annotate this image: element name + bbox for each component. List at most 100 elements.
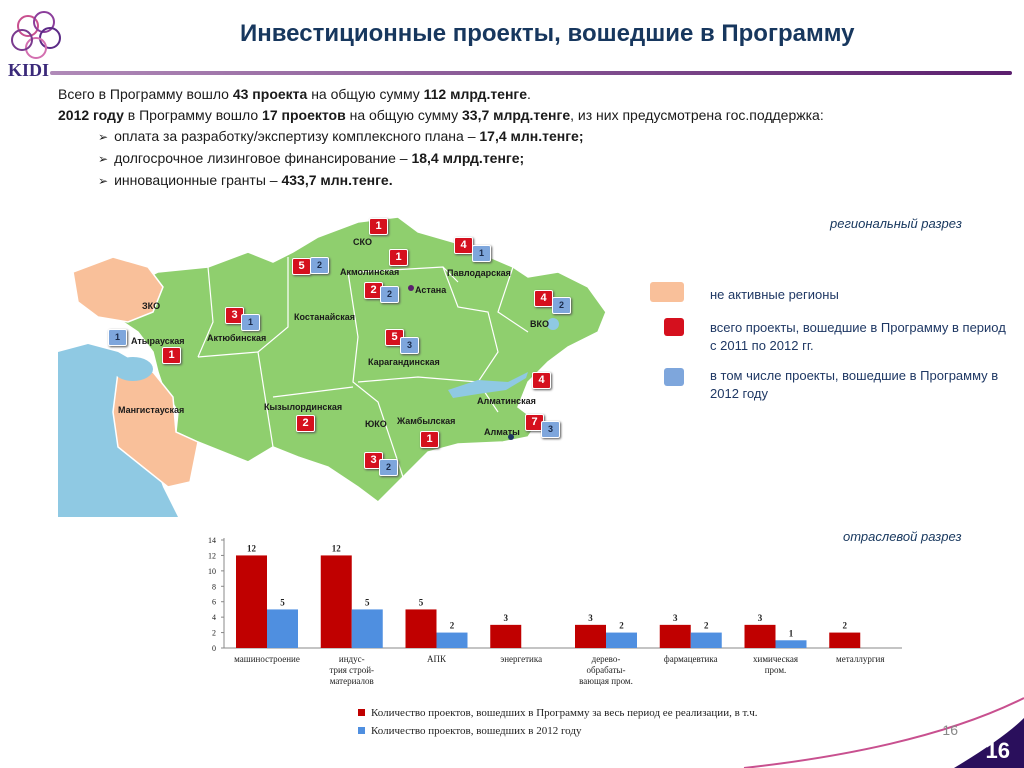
y-tick-label: 4 <box>212 613 216 622</box>
bar-value-label: 12 <box>332 543 342 553</box>
bar-value-label: 5 <box>365 597 370 607</box>
astana-marker <box>408 285 414 291</box>
bar-value-label: 12 <box>247 543 257 553</box>
page-title: Инвестиционные проекты, вошедшие в Прогр… <box>240 20 855 47</box>
x-tick-label: фармацевтика <box>664 654 718 664</box>
badge-total-kyzylordinskaya: 2 <box>296 415 315 432</box>
support-list: оплата за разработку/экспертизу комплекс… <box>58 126 1008 192</box>
region-zko <box>72 256 164 323</box>
bar-value-label: 3 <box>673 613 678 623</box>
y-tick-label: 14 <box>208 536 216 545</box>
bar-2012 <box>436 632 468 648</box>
legend-text-2012: в том числе проекты, вошедшие в Программ… <box>710 368 999 401</box>
x-tick-label: пром. <box>765 665 787 675</box>
almaty-marker <box>508 434 514 440</box>
bar-total <box>659 624 691 648</box>
badge-total-vko: 4 <box>534 290 553 307</box>
chart-legend-2012: Количество проектов, вошедших в 2012 год… <box>358 725 581 737</box>
bar-2012 <box>775 640 807 648</box>
page-number-small: 16 <box>942 722 958 738</box>
bar-total <box>320 555 352 648</box>
label-mangistauskaya: Мангистауская <box>118 405 185 415</box>
badge-total-almaty: 7 <box>525 414 544 431</box>
badge-total-almatinskaya: 4 <box>532 372 551 389</box>
x-tick-label: материалов <box>330 676 374 686</box>
list-item: долгосрочное лизинговое финансирование –… <box>98 148 1008 170</box>
bar-total <box>575 624 606 648</box>
label-pavlodarskaya: Павлодарская <box>447 268 511 278</box>
bar-2012 <box>690 632 722 648</box>
chart-legend-swatch-total <box>358 709 365 716</box>
label-kyzylordinskaya: Кызылординская <box>264 402 343 412</box>
legend-swatch-2012 <box>664 368 684 386</box>
bar-2012 <box>606 632 637 648</box>
bar-value-label: 3 <box>504 613 509 623</box>
badge-total-sko: 1 <box>369 218 388 235</box>
bar-value-label: 2 <box>619 621 624 631</box>
y-tick-label: 2 <box>212 629 216 638</box>
badge-2012-vko: 2 <box>552 297 571 314</box>
lake <box>547 318 559 330</box>
bar-value-label: 3 <box>588 613 593 623</box>
y-tick-label: 10 <box>208 567 216 576</box>
badge-2012-yuko: 2 <box>379 459 398 476</box>
label-zko: ЗКО <box>142 301 161 311</box>
label-almaty: Алматы <box>484 427 520 437</box>
x-tick-label: машиностроение <box>234 654 300 664</box>
label-kostanaiskaya: Костанайская <box>294 312 356 322</box>
badge-total-kostanaiskaya: 5 <box>292 258 311 275</box>
legend-swatch-inactive <box>650 282 684 302</box>
intro-line-2: 2012 году в Программу вошло 17 проектов … <box>58 107 824 123</box>
badge-2012-karagandinskaya: 3 <box>400 337 419 354</box>
bar-value-label: 1 <box>789 628 794 638</box>
y-tick-label: 12 <box>208 551 216 560</box>
badge-2012-aktyubinskaya: 1 <box>241 314 260 331</box>
label-yuko: ЮКО <box>365 419 387 429</box>
bar-total <box>490 624 522 648</box>
intro-text: Всего в Программу вошло 43 проекта на об… <box>58 84 1008 192</box>
bar-value-label: 2 <box>843 621 848 631</box>
badge-2012-almaty: 3 <box>541 421 560 438</box>
svg-text:KIDI: KIDI <box>8 60 49 80</box>
kidi-logo: KIDI <box>8 11 61 80</box>
list-item: оплата за разработку/экспертизу комплекс… <box>98 126 1008 148</box>
x-tick-label: вающая пром. <box>579 676 633 686</box>
y-tick-label: 8 <box>212 582 216 591</box>
bar-value-label: 3 <box>758 613 763 623</box>
chart-legend-swatch-2012 <box>358 727 365 734</box>
region-mangistau <box>112 371 199 488</box>
x-tick-label: энергетика <box>500 654 542 664</box>
label-atyrauskaya: Атырауская <box>131 336 185 346</box>
industry-bar-chart: 02468101214125машиностроение125индус-три… <box>208 536 902 686</box>
industry-section-label: отраслевой разрез <box>843 529 962 544</box>
label-zhambylskaya: Жамбылская <box>397 416 456 426</box>
label-astana: Астана <box>415 285 447 295</box>
y-tick-label: 0 <box>212 644 216 653</box>
x-tick-label: химическая <box>753 654 798 664</box>
badge-2012-astana: 2 <box>380 286 399 303</box>
list-item: инновационные гранты – 433,7 млн.тенге. <box>98 170 1008 192</box>
bar-value-label: 2 <box>704 621 709 631</box>
bar-value-label: 5 <box>419 597 424 607</box>
label-akmolinskaya: Акмолинская <box>340 267 400 277</box>
lake-balkhash <box>448 372 528 398</box>
badge-2012-kostanaiskaya: 2 <box>310 257 329 274</box>
title-divider <box>50 71 1012 75</box>
x-tick-label: дерево- <box>592 654 621 664</box>
legend-swatch-total <box>664 318 684 336</box>
intro-line-1: Всего в Программу вошло 43 проекта на об… <box>58 86 531 102</box>
badge-total-pavlodarskaya: 4 <box>454 237 473 254</box>
x-tick-label: АПК <box>427 654 447 664</box>
badge-2012-atyrauskaya: 1 <box>108 329 127 346</box>
corner-decoration <box>724 688 1024 768</box>
label-vko: ВКО <box>530 319 549 329</box>
bar-2012 <box>351 609 383 648</box>
badge-2012-pavlodarskaya: 1 <box>472 245 491 262</box>
lake-aral <box>113 357 153 381</box>
label-aktyubinskaya: Актюбинская <box>207 333 267 343</box>
regional-section-label: региональный разрез <box>830 216 962 231</box>
legend-text-total: всего проекты, вошедшие в Программу в пе… <box>710 320 1006 353</box>
bar-total <box>829 632 861 648</box>
label-almatinskaya: Алматинская <box>477 396 536 406</box>
bar-value-label: 5 <box>280 597 285 607</box>
